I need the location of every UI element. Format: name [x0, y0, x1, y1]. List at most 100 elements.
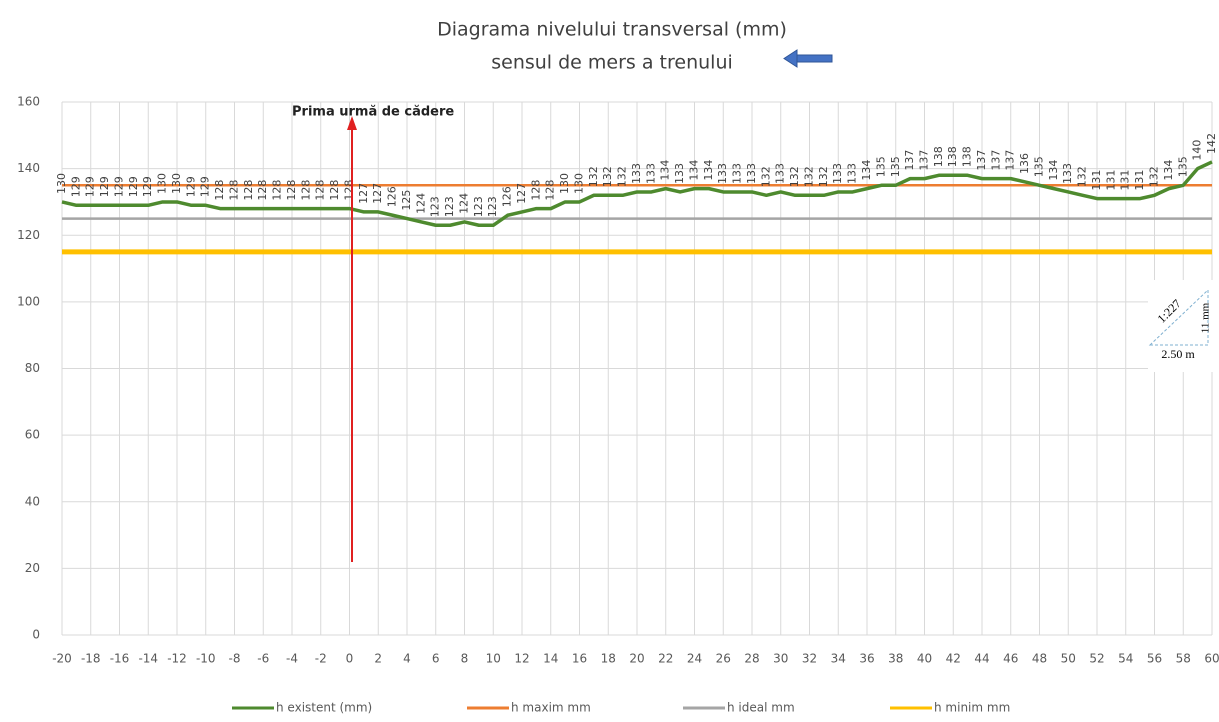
x-tick-label: 44	[974, 652, 989, 666]
legend-label: h maxim mm	[511, 701, 591, 715]
data-label: 133	[774, 163, 787, 184]
x-tick-label: 10	[486, 652, 501, 666]
data-label: 123	[443, 196, 456, 217]
data-label: 132	[616, 166, 629, 187]
y-tick-label: 120	[17, 228, 40, 242]
data-label: 130	[573, 173, 586, 194]
annotation: 11 mm	[1200, 302, 1212, 333]
x-tick-label: 34	[831, 652, 846, 666]
x-tick-label: 0	[346, 652, 354, 666]
data-label: 133	[1061, 163, 1074, 184]
legend: h existent (mm) h maxim mm h ideal mm h min…	[232, 701, 1010, 715]
data-label: 132	[1148, 166, 1161, 187]
x-tick-label: 46	[1003, 652, 1018, 666]
data-label: 142	[1205, 133, 1218, 154]
x-tick-label: 54	[1118, 652, 1133, 666]
plot-area: -20 -18 -16 -14 -12 -10 -8 -6 -4 -2 0 2 4 6 8 10 12 14 16 1…	[17, 95, 1219, 666]
data-label: 134	[702, 160, 715, 181]
x-tick-label: 4	[403, 652, 411, 666]
data-label: 128	[271, 180, 284, 201]
data-label: 123	[486, 196, 499, 217]
data-label: 134	[860, 160, 873, 181]
data-label: 137	[989, 150, 1002, 171]
y-tick-label: 20	[25, 561, 40, 575]
data-label: 128	[213, 180, 226, 201]
y-tick-label: 40	[25, 494, 40, 508]
data-label: 133	[831, 163, 844, 184]
annotation: Prima urmă de cădere	[292, 105, 454, 120]
x-tick-label: -18	[81, 652, 101, 666]
data-label: 128	[328, 180, 341, 201]
x-tick-label: 12	[514, 652, 529, 666]
data-label: 134	[659, 160, 672, 181]
data-label: 123	[472, 196, 485, 217]
data-label: 128	[343, 180, 356, 201]
chart-subtitle: sensul de mers a trenului	[491, 52, 733, 74]
x-tick-label: 24	[687, 652, 702, 666]
y-tick-label: 100	[17, 294, 40, 308]
data-label: 128	[544, 180, 557, 201]
slope-inset: 1:227 11 mm 2.50 m	[1148, 280, 1214, 372]
x-tick-label: -4	[286, 652, 298, 666]
legend-label: h minim mm	[934, 701, 1010, 715]
data-label: 132	[759, 166, 772, 187]
data-label: 125	[400, 190, 413, 211]
data-label: 132	[587, 166, 600, 187]
y-tick-label: 60	[25, 428, 40, 442]
data-label: 133	[673, 163, 686, 184]
series-line	[61, 160, 1213, 228]
x-tick-label: 8	[461, 652, 469, 666]
x-tick-label: 18	[601, 652, 616, 666]
data-label: 134	[1162, 160, 1175, 181]
x-tick-label: 20	[629, 652, 644, 666]
data-label: 130	[156, 173, 169, 194]
data-label: 126	[386, 186, 399, 207]
data-label: 128	[314, 180, 327, 201]
data-label: 135	[1033, 156, 1046, 177]
x-tick-label: -6	[257, 652, 269, 666]
data-label: 135	[874, 156, 887, 177]
x-tick-label: -2	[315, 652, 327, 666]
direction-arrow	[783, 49, 833, 68]
legend-label: h existent (mm)	[276, 701, 372, 715]
x-tick-label: 52	[1089, 652, 1104, 666]
data-label: 133	[731, 163, 744, 184]
data-label: 126	[501, 186, 514, 207]
data-label: 131	[1090, 170, 1103, 191]
legend-label: h ideal mm	[727, 701, 795, 715]
data-label: 137	[903, 150, 916, 171]
data-label: 138	[946, 146, 959, 167]
data-label: 123	[429, 196, 442, 217]
data-label: 130	[558, 173, 571, 194]
y-tick-label: 80	[25, 361, 40, 375]
data-label: 134	[1047, 160, 1060, 181]
x-tick-label: 16	[572, 652, 587, 666]
data-label: 138	[961, 146, 974, 167]
chart-title: Diagrama nivelului transversal (mm)	[437, 19, 787, 41]
x-tick-label: 50	[1061, 652, 1076, 666]
x-tick-label: -14	[138, 652, 158, 666]
data-label: 128	[242, 180, 255, 201]
data-label: 132	[803, 166, 816, 187]
data-label: 137	[918, 150, 931, 171]
data-label: 131	[1104, 170, 1117, 191]
x-tick-label: 26	[716, 652, 731, 666]
data-label: 129	[84, 176, 97, 197]
data-label: 133	[630, 163, 643, 184]
data-label: 131	[1133, 170, 1146, 191]
x-tick-label: 6	[432, 652, 440, 666]
data-label: 132	[1076, 166, 1089, 187]
data-label: 133	[644, 163, 657, 184]
x-tick-label: -8	[229, 652, 241, 666]
x-tick-label: 22	[658, 652, 673, 666]
data-label: 129	[199, 176, 212, 197]
x-tick-label: 38	[888, 652, 903, 666]
data-label: 132	[601, 166, 614, 187]
data-label: 124	[414, 193, 427, 214]
data-label: 132	[788, 166, 801, 187]
data-label: 130	[170, 173, 183, 194]
data-label: 133	[745, 163, 758, 184]
data-label: 128	[285, 180, 298, 201]
